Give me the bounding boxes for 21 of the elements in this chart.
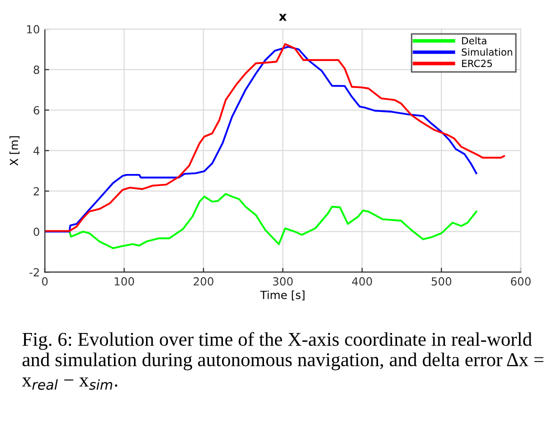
y-tick-label: 8 [34,66,40,74]
chart-title: x [278,14,287,21]
x-axis-title: Time [s] [260,290,304,300]
x-tick-label: 200 [194,277,214,286]
y-tick-label: 6 [34,106,40,114]
legend-label: Delta [462,36,486,44]
y-tick-label: 2 [34,187,39,196]
legend-label: Simulation [462,48,512,56]
y-tick-label: 0 [34,228,40,236]
y-tick-label: 10 [27,25,40,34]
x-tick-label: 500 [432,277,452,286]
y-tick-label: 4 [33,146,40,155]
y-tick-label: -2 [29,268,39,276]
x-tick-label: 600 [510,277,531,286]
caption: Fig. 6: Evolution over time of the X-axis coordinate in real-world and simulation during autonomous navigation, and delta error Δx = x$_{real}$ − x$_{sim}$. [22,332,544,390]
x-tick-label: 0 [42,277,48,286]
legend-label: ERC25 [462,60,492,68]
x-tick-label: 300 [273,277,293,286]
x-tick-label: 400 [352,277,372,286]
x-tick-label: 100 [114,277,134,286]
y-axis-title: X [m] [10,136,20,166]
